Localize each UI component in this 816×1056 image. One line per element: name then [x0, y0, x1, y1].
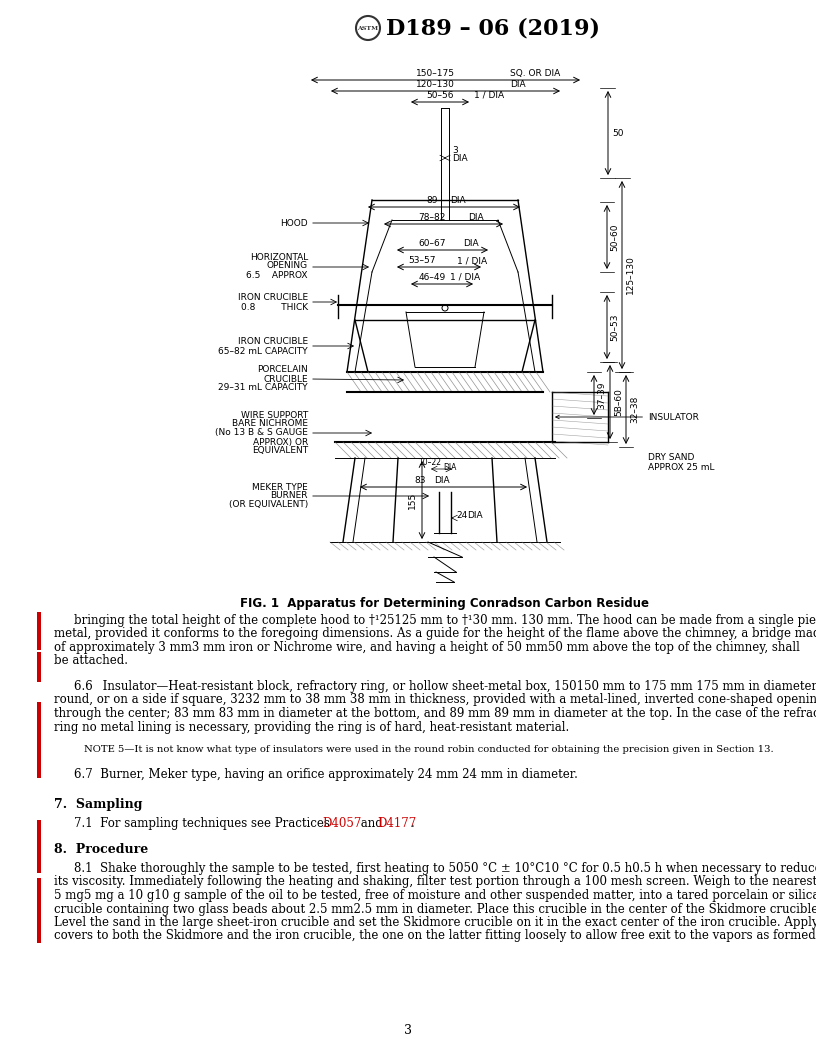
- Text: INSULATOR: INSULATOR: [556, 413, 698, 421]
- Text: ASTM: ASTM: [357, 25, 379, 31]
- Text: 120–130: 120–130: [415, 80, 455, 89]
- Text: 5 mg5 mg a 10 g10 g sample of the oil to be tested, free of moisture and other s: 5 mg5 mg a 10 g10 g sample of the oil to…: [54, 889, 816, 902]
- Text: 78–82: 78–82: [419, 213, 446, 222]
- Text: APPROX) OR: APPROX) OR: [253, 437, 308, 447]
- Bar: [37, 878, 41, 943]
- Text: 1 / DIA: 1 / DIA: [457, 256, 487, 265]
- Text: APPROX 25 mL: APPROX 25 mL: [648, 464, 715, 472]
- Text: 8.  Procedure: 8. Procedure: [54, 843, 149, 856]
- Text: of approximately 3 mm3 mm iron or Nichrome wire, and having a height of 50 mm50 : of approximately 3 mm3 mm iron or Nichro…: [54, 641, 800, 654]
- Text: 53–57: 53–57: [408, 256, 436, 265]
- Text: BURNER: BURNER: [270, 491, 308, 501]
- Text: 46–49: 46–49: [419, 274, 446, 282]
- Text: crucible containing two glass beads about 2.5 mm2.5 mm in diameter. Place this c: crucible containing two glass beads abou…: [54, 903, 816, 916]
- Text: 7.  Sampling: 7. Sampling: [54, 798, 143, 811]
- Text: DIA: DIA: [467, 511, 482, 521]
- Text: SQ. OR DIA: SQ. OR DIA: [510, 69, 561, 78]
- Text: D189 – 06 (2019): D189 – 06 (2019): [386, 17, 600, 39]
- Text: Level the sand in the large sheet-iron crucible and set the Skidmore crucible on: Level the sand in the large sheet-iron c…: [54, 916, 816, 929]
- Text: DIA: DIA: [434, 476, 450, 485]
- Text: NOTE 5—It is not know what type of insulators were used in the round robin condu: NOTE 5—It is not know what type of insul…: [84, 744, 774, 754]
- Bar: [37, 821, 41, 873]
- Text: DIA: DIA: [468, 213, 484, 222]
- Text: 50–60: 50–60: [610, 223, 619, 250]
- Text: HOOD: HOOD: [281, 219, 308, 227]
- Text: and: and: [357, 817, 387, 830]
- Text: PORCELAIN: PORCELAIN: [257, 365, 308, 375]
- Text: CRUCIBLE: CRUCIBLE: [264, 375, 308, 383]
- Text: 6.6   Insulator—Heat-resistant block, refractory ring, or hollow sheet-metal box: 6.6 Insulator—Heat-resistant block, refr…: [74, 680, 816, 693]
- Text: HORIZONTAL: HORIZONTAL: [250, 252, 308, 262]
- Text: 89: 89: [426, 196, 437, 205]
- Text: D4177: D4177: [377, 817, 416, 830]
- Text: DIA: DIA: [452, 154, 468, 163]
- Text: covers to both the Skidmore and the iron crucible, the one on the latter fitting: covers to both the Skidmore and the iron…: [54, 929, 816, 943]
- Text: WIRE SUPPORT: WIRE SUPPORT: [241, 411, 308, 419]
- Text: 5B–60: 5B–60: [614, 388, 623, 416]
- Text: (OR EQUIVALENT): (OR EQUIVALENT): [228, 501, 308, 509]
- Text: 155: 155: [408, 491, 417, 509]
- Text: bringing the total height of the complete hood to †¹25125 mm to †¹30 mm. 130 mm.: bringing the total height of the complet…: [74, 614, 816, 627]
- Text: IRON CRUCIBLE: IRON CRUCIBLE: [238, 294, 308, 302]
- Text: round, or on a side if square, 3232 mm to 38 mm 38 mm in thickness, provided wit: round, or on a side if square, 3232 mm t…: [54, 694, 816, 706]
- Bar: [37, 702, 41, 778]
- Text: DIA: DIA: [510, 80, 526, 89]
- Text: be attached.: be attached.: [54, 655, 128, 667]
- Text: 50: 50: [612, 129, 623, 137]
- Bar: [37, 652, 41, 682]
- Text: D4057: D4057: [322, 817, 361, 830]
- Text: BARE NICHROME: BARE NICHROME: [232, 419, 308, 429]
- Text: metal, provided it conforms to the foregoing dimensions. As a guide for the heig: metal, provided it conforms to the foreg…: [54, 627, 816, 641]
- Text: 24: 24: [456, 511, 468, 521]
- Bar: [37, 612, 41, 650]
- Text: 8.1  Shake thoroughly the sample to be tested, first heating to 5050 °C ± 10°C10: 8.1 Shake thoroughly the sample to be te…: [74, 862, 816, 875]
- Text: 3: 3: [404, 1023, 412, 1037]
- Text: (No 13 B & S GAUGE: (No 13 B & S GAUGE: [215, 429, 308, 437]
- Text: 50–53: 50–53: [610, 314, 619, 341]
- Text: 60–67: 60–67: [419, 239, 446, 248]
- Text: 7.1  For sampling techniques see Practices: 7.1 For sampling techniques see Practice…: [74, 817, 334, 830]
- Text: 3: 3: [452, 146, 458, 155]
- Text: 32–38: 32–38: [630, 395, 639, 422]
- Text: DIA: DIA: [450, 196, 466, 205]
- Text: MEKER TYPE: MEKER TYPE: [252, 483, 308, 491]
- Text: FIG. 1  Apparatus for Determining Conradson Carbon Residue: FIG. 1 Apparatus for Determining Conrads…: [241, 597, 650, 610]
- Text: 0.8         THICK: 0.8 THICK: [241, 302, 308, 312]
- Text: DIA: DIA: [443, 463, 456, 472]
- Text: .: .: [411, 817, 415, 830]
- Text: 6.5    APPROX: 6.5 APPROX: [246, 270, 308, 280]
- Text: DIA: DIA: [463, 239, 479, 248]
- Text: 65–82 mL CAPACITY: 65–82 mL CAPACITY: [219, 346, 308, 356]
- Text: 1 / DIA: 1 / DIA: [450, 274, 480, 282]
- Text: 83: 83: [415, 476, 426, 485]
- Text: 50–56: 50–56: [426, 91, 454, 100]
- Text: 37–39: 37–39: [597, 381, 606, 409]
- Text: 29–31 mL CAPACITY: 29–31 mL CAPACITY: [219, 383, 308, 393]
- Text: OPENING: OPENING: [267, 262, 308, 270]
- Text: IRON CRUCIBLE: IRON CRUCIBLE: [238, 338, 308, 346]
- Text: ring no metal lining is necessary, providing the ring is of hard, heat-resistant: ring no metal lining is necessary, provi…: [54, 720, 570, 734]
- Text: 125–130: 125–130: [626, 256, 635, 295]
- Text: 6.7  Burner, Meker type, having an orifice approximately 24 mm 24 mm in diameter: 6.7 Burner, Meker type, having an orific…: [74, 768, 578, 781]
- Text: 10–22: 10–22: [419, 458, 441, 467]
- Text: DRY SAND: DRY SAND: [648, 453, 694, 463]
- Text: its viscosity. Immediately following the heating and shaking, filter test portio: its viscosity. Immediately following the…: [54, 875, 816, 888]
- Text: 1 / DIA: 1 / DIA: [474, 91, 504, 100]
- Text: 150–175: 150–175: [415, 69, 455, 78]
- Text: through the center; 83 mm 83 mm in diameter at the bottom, and 89 mm 89 mm in di: through the center; 83 mm 83 mm in diame…: [54, 708, 816, 720]
- Text: EQUIVALENT: EQUIVALENT: [252, 447, 308, 455]
